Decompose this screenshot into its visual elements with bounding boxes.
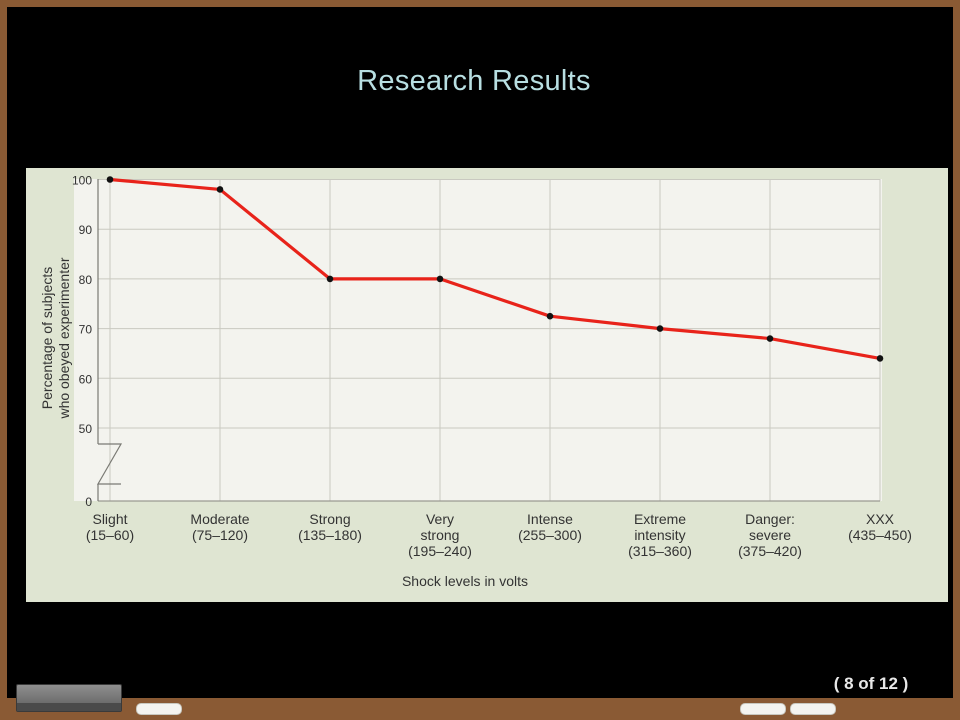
x-tick-label: severe	[749, 527, 791, 543]
y-tick-label: 60	[79, 372, 93, 386]
data-point	[766, 335, 774, 342]
y-tick-label: 50	[79, 422, 93, 436]
x-tick-label: (15–60)	[86, 527, 134, 543]
y-tick-label: 100	[72, 174, 92, 188]
data-point	[546, 312, 554, 320]
x-tick-label: intensity	[634, 527, 685, 543]
data-point	[216, 186, 224, 193]
data-point	[106, 176, 114, 183]
x-tick-label: Moderate	[190, 511, 249, 527]
data-point	[436, 275, 444, 283]
x-tick-label: (315–360)	[628, 543, 692, 559]
chalkboard: Research Results 0 50 60 70 80 90 100 Percentag…	[7, 7, 953, 698]
data-point	[326, 275, 334, 283]
chalk-tray	[0, 698, 960, 720]
x-tick-label: (435–450)	[848, 527, 912, 543]
x-tick-label: (135–180)	[298, 527, 362, 543]
x-tick-label: Very	[426, 511, 454, 527]
chalk-piece-icon	[740, 703, 786, 715]
x-tick-label: XXX	[866, 511, 895, 527]
chart-panel: 0 50 60 70 80 90 100 Percentage of subjects who …	[26, 168, 948, 602]
data-point	[876, 355, 884, 362]
page-counter: ( 8 of 12 )	[833, 674, 909, 693]
plot-area	[74, 179, 882, 501]
x-tick-label: Strong	[309, 511, 350, 527]
y-tick-label: 0	[85, 495, 92, 509]
series-line	[109, 177, 881, 360]
x-tick-label: Extreme	[634, 511, 686, 527]
line-chart: 0 50 60 70 80 90 100 Percentage of subjects who …	[39, 174, 912, 590]
x-tick-label: Slight	[92, 511, 127, 527]
x-tick-label: Intense	[527, 511, 573, 527]
chalk-piece-icon	[790, 703, 836, 715]
slide-title: Research Results	[357, 65, 591, 97]
x-tick-label: strong	[421, 527, 460, 543]
chalk-piece-icon	[136, 703, 182, 715]
x-tick-label: (255–300)	[518, 527, 582, 543]
x-tick-label: (75–120)	[192, 527, 248, 543]
y-tick-label: 90	[79, 223, 93, 237]
y-tick-label: 70	[79, 323, 93, 337]
eraser-icon	[16, 684, 122, 712]
y-axis-label: Percentage of subjects	[39, 267, 55, 409]
x-tick-label: (195–240)	[408, 543, 472, 559]
y-tick-label: 80	[79, 273, 93, 287]
y-axis-label: who obeyed experimenter	[56, 257, 72, 419]
x-tick-label: (375–420)	[738, 543, 802, 559]
x-axis-label: Shock levels in volts	[402, 573, 528, 589]
x-tick-label: Danger:	[745, 511, 795, 527]
axis-break-icon	[96, 443, 123, 485]
data-point	[656, 325, 664, 332]
